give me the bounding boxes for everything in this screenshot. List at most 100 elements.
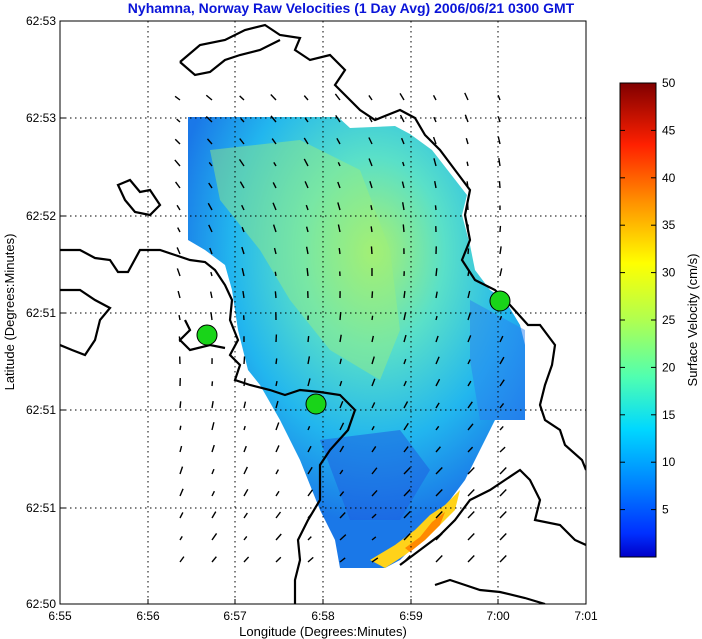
velocity-arrow	[174, 181, 181, 189]
velocity-arrow	[435, 467, 443, 475]
velocity-arrow	[467, 489, 475, 497]
colorbar-label: Surface Velocity (cm/s)	[685, 254, 700, 387]
velocity-arrow	[207, 202, 213, 211]
velocity-arrow	[371, 513, 377, 519]
velocity-arrow	[275, 469, 280, 475]
velocity-arrow	[434, 205, 437, 211]
velocity-arrow	[339, 469, 344, 475]
velocity-arrow	[433, 116, 437, 123]
velocity-arrow	[241, 246, 245, 255]
velocity-arrow	[338, 247, 341, 255]
velocity-arrow	[467, 290, 471, 299]
velocity-arrow	[467, 423, 474, 431]
velocity-arrow	[307, 378, 311, 387]
velocity-arrow	[210, 271, 213, 277]
velocity-arrow	[339, 511, 346, 519]
velocity-arrow	[435, 268, 438, 277]
velocity-arrow	[339, 445, 345, 453]
colorbar	[619, 82, 657, 558]
velocity-arrow	[211, 444, 215, 453]
velocity-arrow	[402, 161, 405, 167]
velocity-arrow	[274, 291, 277, 299]
velocity-arrow	[370, 205, 373, 211]
velocity-arrow	[399, 114, 405, 123]
y-tick-label: 62:52	[26, 209, 56, 223]
velocity-arrow	[370, 226, 373, 233]
velocity-arrow	[369, 180, 373, 189]
colorbar-tick-label: 15	[662, 408, 676, 422]
velocity-arrow	[305, 226, 309, 233]
velocity-arrow	[243, 378, 246, 387]
velocity-arrow	[467, 511, 475, 519]
velocity-arrow	[435, 291, 438, 299]
velocity-arrow	[211, 400, 214, 409]
velocity-arrow	[339, 491, 345, 497]
velocity-arrow	[179, 466, 184, 475]
velocity-arrow	[499, 315, 503, 321]
colorbar-tick-label: 5	[662, 503, 669, 517]
velocity-field-hot	[370, 490, 460, 568]
velocity-arrow	[337, 162, 341, 167]
coastline-south-east	[399, 468, 586, 566]
velocity-arrow	[435, 511, 443, 519]
coastline-west-inlet	[60, 288, 112, 357]
velocity-arrow	[403, 446, 409, 453]
velocity-arrow	[275, 445, 280, 453]
velocity-arrow	[435, 356, 440, 365]
colorbar-tick-label: 30	[662, 266, 676, 280]
y-tick-label: 62:53	[26, 111, 56, 125]
velocity-arrow	[176, 204, 181, 211]
velocity-arrow	[307, 445, 312, 453]
velocity-arrow	[371, 356, 375, 365]
x-tick-label: 6:58	[311, 609, 335, 623]
velocity-arrow	[243, 356, 246, 365]
velocity-arrow	[211, 422, 215, 431]
velocity-arrow	[401, 202, 405, 211]
station-east-marker	[489, 290, 511, 312]
x-tick-label: 6:57	[223, 609, 247, 623]
velocity-arrow	[499, 335, 504, 343]
velocity-arrow	[176, 118, 181, 123]
velocity-arrow	[403, 401, 409, 409]
velocity-arrow	[467, 533, 475, 541]
velocity-arrow	[371, 315, 374, 321]
velocity-arrow	[307, 556, 314, 563]
velocity-arrow	[275, 422, 280, 431]
velocity-arrow	[499, 379, 505, 387]
velocity-arrow	[177, 290, 181, 299]
map-title: Nyhamna, Norway Raw Velocities (1 Day Av…	[127, 0, 575, 16]
velocity-arrow	[371, 557, 379, 563]
coastline-north-islet	[179, 39, 281, 77]
x-tick-label: 7:00	[486, 609, 510, 623]
velocity-arrow	[467, 359, 471, 365]
velocity-arrow	[403, 290, 406, 299]
velocity-arrow	[243, 556, 250, 563]
velocity-arrow	[432, 136, 437, 145]
colorbar-tick-label: 50	[662, 76, 676, 90]
y-tick-label: 62:50	[26, 597, 56, 611]
velocity-arrow	[275, 400, 279, 409]
velocity-arrow	[179, 425, 182, 431]
velocity-arrow	[499, 533, 507, 541]
velocity-arrow	[303, 158, 309, 167]
velocity-arrow	[435, 533, 443, 541]
velocity-arrow	[499, 246, 502, 255]
colorbar-ticks: 5 10 15 20 25 30 35 40 45 50	[620, 76, 676, 517]
x-axis-title: Longitude (Degrees:Minutes)	[239, 624, 407, 639]
velocity-arrow	[435, 446, 441, 453]
velocity-arrow	[179, 535, 183, 541]
velocity-arrow	[275, 533, 282, 541]
velocity-arrow	[305, 246, 309, 255]
velocity-arrow	[307, 335, 310, 343]
velocity-arrow	[464, 92, 469, 101]
velocity-arrow	[498, 181, 501, 189]
velocity-field	[188, 117, 525, 568]
velocity-arrow	[401, 181, 405, 189]
colorbar-tick-label: 20	[662, 360, 676, 374]
velocity-arrow	[275, 490, 280, 497]
velocity-arrow	[467, 380, 472, 387]
velocity-arrow	[270, 115, 277, 123]
velocity-arrow	[239, 138, 245, 145]
y-tick-label: 62:51	[26, 306, 56, 320]
